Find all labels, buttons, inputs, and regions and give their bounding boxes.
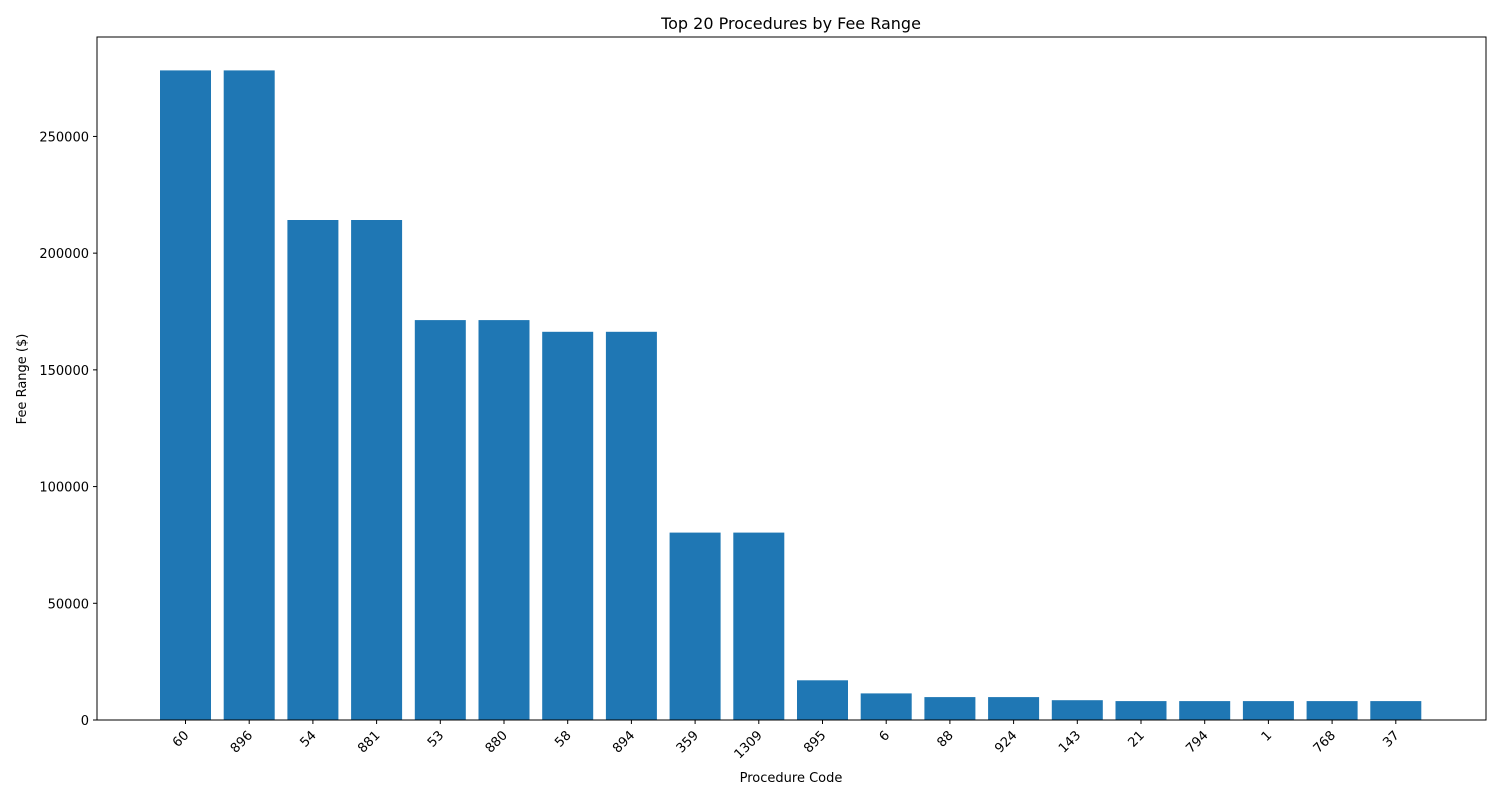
y-tick-label: 50000 xyxy=(48,597,89,612)
x-tick-label: 1 xyxy=(1259,728,1275,744)
x-tick-label: 881 xyxy=(355,728,383,756)
x-tick-label: 880 xyxy=(483,728,511,756)
bar-894 xyxy=(605,331,657,720)
bar-21 xyxy=(1115,701,1167,720)
bar-1 xyxy=(1242,701,1294,720)
bar-924 xyxy=(988,697,1040,720)
x-tick-label: 895 xyxy=(801,728,829,756)
y-tick-label: 0 xyxy=(81,714,89,729)
bar-53 xyxy=(414,320,466,720)
x-tick-label: 924 xyxy=(992,728,1020,756)
bar-1309 xyxy=(733,532,785,720)
y-axis-label: Fee Range ($) xyxy=(15,334,30,425)
y-tick-label: 200000 xyxy=(39,247,89,262)
x-tick-label: 54 xyxy=(297,728,319,750)
x-tick-label: 58 xyxy=(552,728,574,750)
bars-group xyxy=(160,70,1422,720)
bar-6 xyxy=(860,693,912,720)
x-tick-label: 37 xyxy=(1380,728,1402,750)
bar-88 xyxy=(924,697,976,720)
bar-359 xyxy=(669,532,721,720)
x-tick-label: 794 xyxy=(1183,728,1211,756)
chart-title: Top 20 Procedures by Fee Range xyxy=(660,14,921,33)
x-axis-label: Procedure Code xyxy=(740,771,843,786)
bar-60 xyxy=(160,70,211,720)
bar-881 xyxy=(351,220,403,720)
bar-58 xyxy=(542,331,594,720)
x-tick-label: 53 xyxy=(425,728,447,750)
bar-768 xyxy=(1306,701,1358,720)
bar-895 xyxy=(797,680,848,720)
x-tick-label: 896 xyxy=(228,728,256,756)
bar-896 xyxy=(223,70,275,720)
y-tick-label: 150000 xyxy=(39,364,89,379)
bar-880 xyxy=(478,320,530,720)
x-tick-label: 1309 xyxy=(732,728,766,762)
bar-54 xyxy=(287,220,339,720)
x-tick-label: 6 xyxy=(877,728,893,744)
bar-794 xyxy=(1179,701,1231,720)
y-axis: 0 50000 100000 150000 200000 250000 xyxy=(39,130,97,729)
x-tick-label: 88 xyxy=(934,728,956,750)
x-tick-label: 143 xyxy=(1056,728,1084,756)
x-tick-label: 21 xyxy=(1126,728,1148,750)
x-tick-label: 359 xyxy=(674,728,702,756)
plot-frame xyxy=(96,36,1487,721)
x-tick-label: 768 xyxy=(1311,728,1339,756)
y-tick-label: 100000 xyxy=(39,481,89,496)
bar-37 xyxy=(1370,701,1422,720)
x-axis: 60 896 54 881 53 880 58 894 359 1309 895 6 88 924 143 2… xyxy=(170,720,1403,762)
x-tick-label: 60 xyxy=(170,728,192,750)
bar-143 xyxy=(1051,700,1103,720)
y-tick-label: 250000 xyxy=(39,130,89,145)
x-tick-label: 894 xyxy=(610,728,638,756)
